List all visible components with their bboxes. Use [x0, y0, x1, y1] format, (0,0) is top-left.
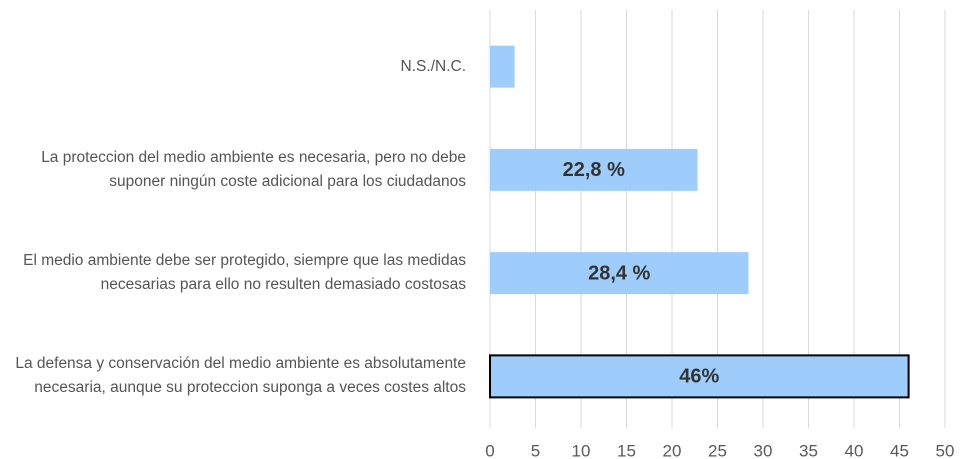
value-label: 22,8 % [563, 159, 625, 181]
x-tick-label: 25 [708, 441, 727, 459]
y-tick-label: La proteccion del medio ambiente es nece… [41, 148, 466, 190]
x-tick-label: 45 [890, 441, 909, 459]
x-tick-label: 50 [936, 441, 955, 459]
bar [490, 252, 749, 295]
y-tick-label: El medio ambiente debe ser protegido, si… [23, 252, 466, 294]
value-label: 46% [679, 366, 719, 388]
bar [490, 45, 515, 88]
x-tick-label: 20 [663, 441, 682, 459]
x-tick-label: 0 [485, 441, 494, 459]
x-tick-label: 30 [754, 441, 773, 459]
bar [490, 148, 698, 191]
x-tick-label: 10 [572, 441, 591, 459]
y-tick-label: N.S./N.C. [400, 57, 466, 75]
y-tick-label: La defensa y conservación del medio ambi… [15, 355, 466, 397]
x-tick-label: 15 [617, 441, 636, 459]
x-tick-label: 35 [799, 441, 818, 459]
bar [489, 354, 910, 399]
value-label: 28,4 % [588, 262, 650, 284]
x-tick-label: 40 [845, 441, 864, 459]
x-tick-label: 5 [531, 441, 540, 459]
